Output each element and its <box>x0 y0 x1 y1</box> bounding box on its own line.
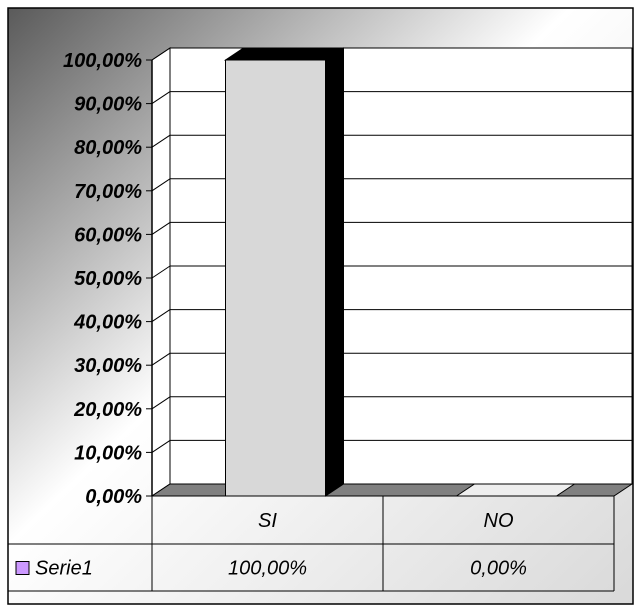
table-value: 0,00% <box>470 558 527 580</box>
y-tick-label: 20,00% <box>73 399 142 421</box>
y-tick-label: 90,00% <box>74 94 142 116</box>
bar-front <box>225 59 326 497</box>
y-tick-label: 40,00% <box>73 312 142 334</box>
y-tick-label: 60,00% <box>74 224 142 246</box>
gridline-side <box>151 221 171 235</box>
gridline-side <box>151 91 171 105</box>
gridline-side <box>151 134 171 148</box>
y-tick-label: 50,00% <box>74 268 142 290</box>
gridline-side <box>151 47 171 61</box>
bar-flat <box>454 483 577 497</box>
y-tick-label: 80,00% <box>74 137 142 159</box>
y-tick-label: 0,00% <box>85 486 142 508</box>
plot-area: 0,00% 10,00% 20,00% 30,00% 40,00% 50,00% 60,00… <box>63 47 634 508</box>
data-table: SI 100,00% NO 0,00% Serie1 <box>7 496 615 592</box>
category-label: NO <box>484 510 514 532</box>
legend-series-name: Serie1 <box>35 558 93 580</box>
bar-side <box>325 47 344 497</box>
table-value: 100,00% <box>228 558 307 580</box>
bar-top <box>223 47 346 61</box>
gridline-side <box>151 352 171 366</box>
gridline-side <box>151 178 171 192</box>
gridline-side <box>151 265 171 279</box>
bar-no <box>454 483 577 497</box>
legend-key <box>15 561 30 575</box>
y-tick-label: 30,00% <box>74 355 142 377</box>
y-tick-label: 70,00% <box>74 181 142 203</box>
category-label: SI <box>258 510 277 532</box>
gridline-side <box>151 309 171 323</box>
y-tick-label: 10,00% <box>74 442 142 464</box>
bar-si <box>223 47 346 497</box>
gridline-side <box>151 396 171 410</box>
y-tick-label: 100,00% <box>63 50 142 72</box>
gridline-side <box>151 439 171 453</box>
